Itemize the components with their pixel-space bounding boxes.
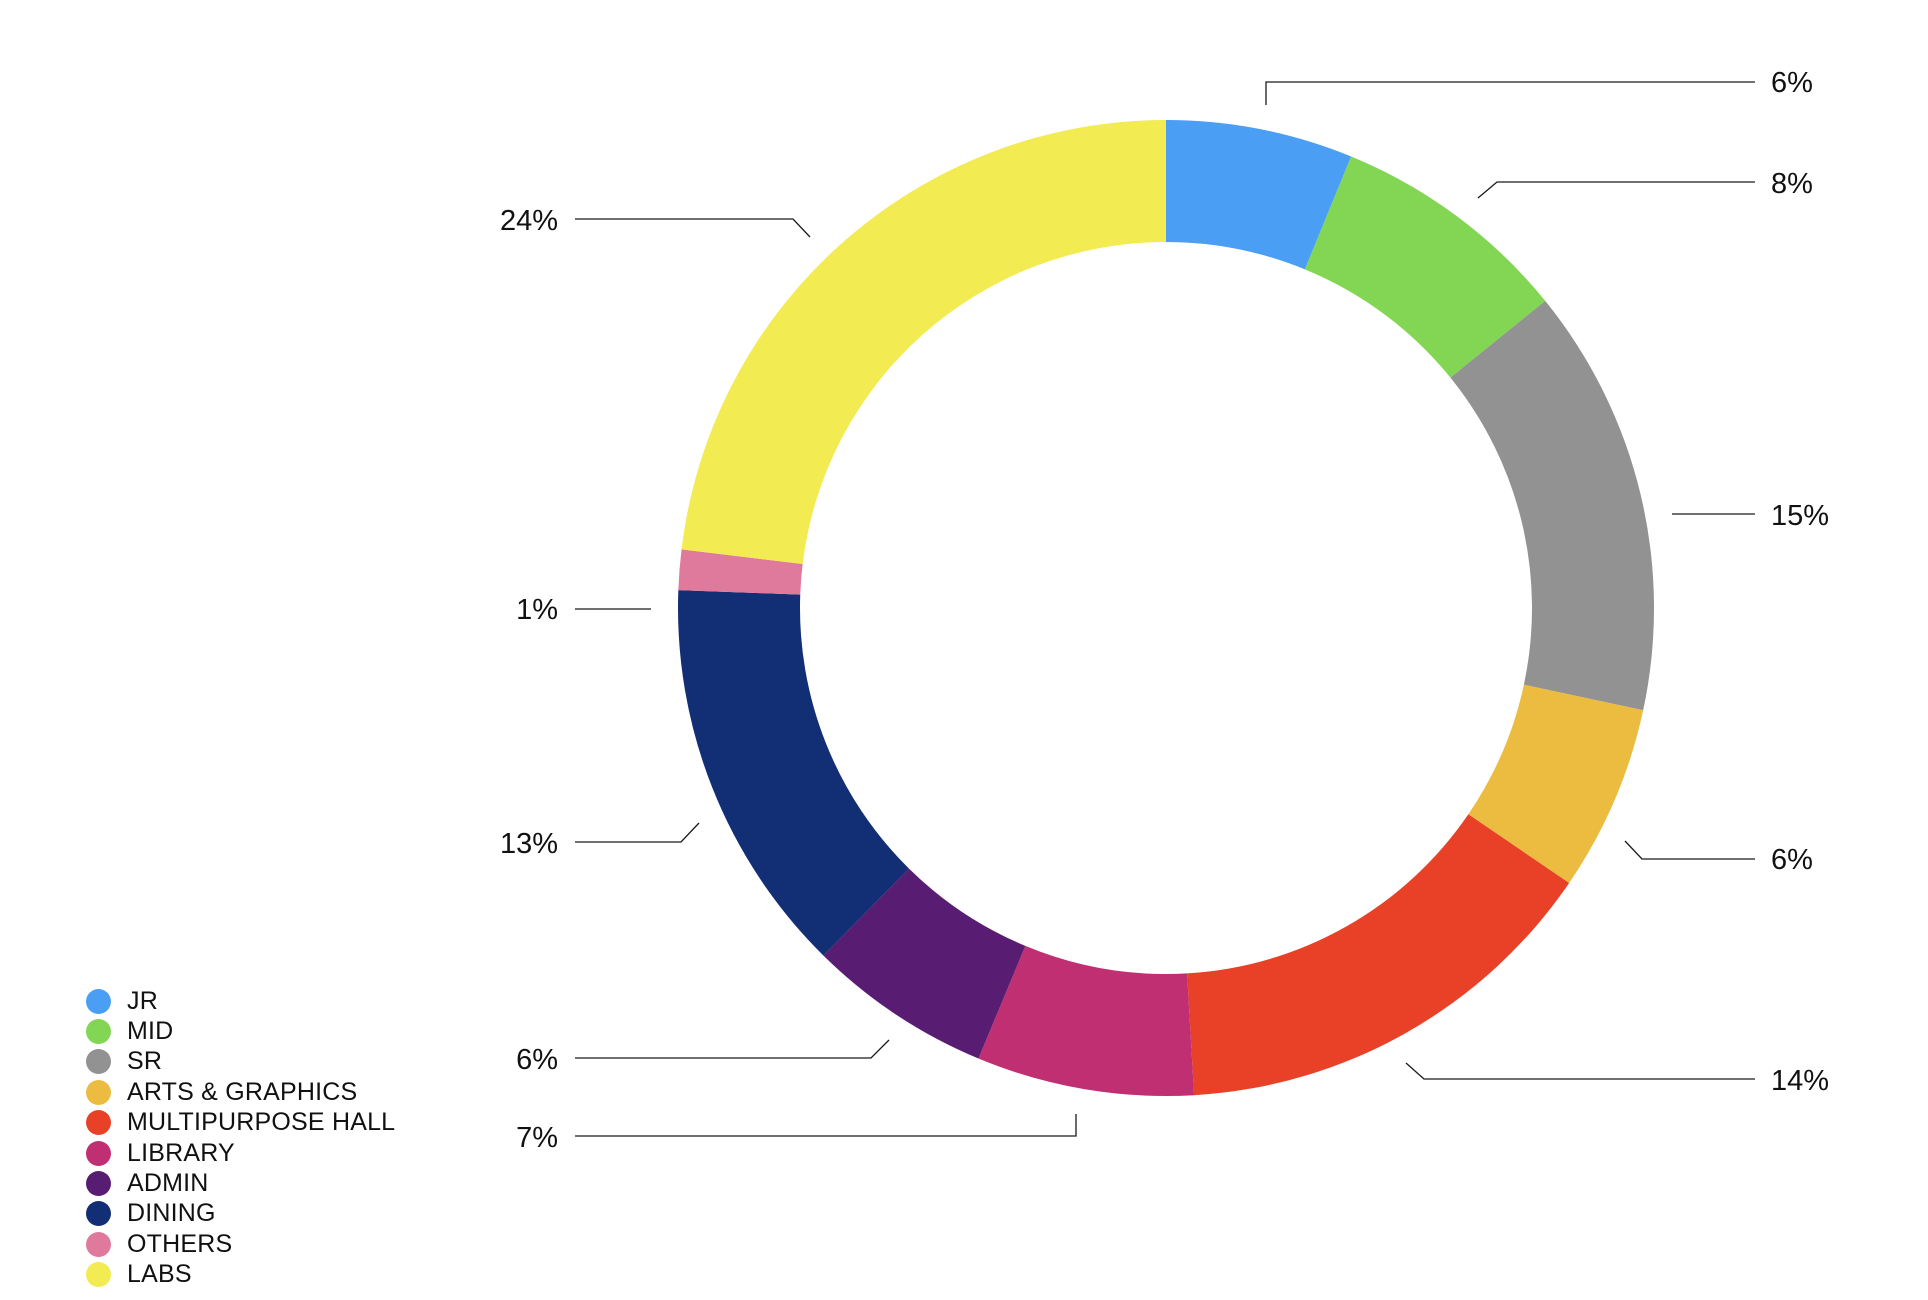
value-label-sr: 15% xyxy=(1771,500,1829,532)
value-label-arts-and-graphics: 6% xyxy=(1771,844,1813,876)
value-label-labs: 24% xyxy=(500,205,558,237)
legend-item-library: LIBRARY xyxy=(86,1138,395,1168)
value-label-mid: 8% xyxy=(1771,168,1813,200)
legend-label-arts-and-graphics: ARTS & GRAPHICS xyxy=(127,1077,358,1106)
slice-library xyxy=(978,945,1195,1096)
legend-label-others: OTHERS xyxy=(127,1229,233,1258)
slice-dining xyxy=(678,590,910,956)
legend-label-dining: DINING xyxy=(127,1199,216,1228)
legend-swatch-jr xyxy=(86,988,111,1014)
slice-others xyxy=(678,549,803,595)
legend-item-others: OTHERS xyxy=(86,1229,395,1259)
legend-item-dining: DINING xyxy=(86,1199,395,1229)
legend-label-admin: ADMIN xyxy=(127,1169,209,1198)
legend-item-multipurpose-hall: MULTIPURPOSE HALL xyxy=(86,1108,395,1138)
legend-item-jr: JR xyxy=(86,986,395,1016)
value-label-admin: 6% xyxy=(516,1044,558,1076)
leader-line-mid xyxy=(1477,181,1755,199)
value-label-others: 1% xyxy=(516,594,558,626)
chart-legend: JR MID SR ARTS & GRAPHICS MULTIPURPOSE HALL L… xyxy=(86,986,395,1290)
legend-swatch-library xyxy=(86,1140,111,1166)
slice-labs xyxy=(681,120,1166,565)
legend-label-labs: LABS xyxy=(127,1260,192,1289)
slice-mid xyxy=(1304,156,1546,378)
leader-line-jr xyxy=(1265,81,1755,105)
value-label-library: 7% xyxy=(516,1122,558,1154)
legend-item-mid: MID xyxy=(86,1016,395,1046)
leader-line-multipurpose-hall xyxy=(1405,1062,1755,1080)
leader-line-admin xyxy=(575,1039,890,1059)
legend-label-mid: MID xyxy=(127,1017,174,1046)
legend-swatch-multipurpose-hall xyxy=(86,1110,111,1136)
legend-swatch-admin xyxy=(86,1171,111,1197)
value-label-dining: 13% xyxy=(500,828,558,860)
legend-swatch-mid xyxy=(86,1019,111,1045)
legend-label-jr: JR xyxy=(127,986,158,1015)
value-label-multipurpose-hall: 14% xyxy=(1771,1065,1829,1097)
legend-swatch-others xyxy=(86,1231,111,1257)
legend-item-labs: LABS xyxy=(86,1260,395,1290)
legend-swatch-dining xyxy=(86,1201,111,1227)
leader-line-library xyxy=(575,1114,1077,1137)
legend-item-sr: SR xyxy=(86,1047,395,1077)
legend-swatch-arts-and-graphics xyxy=(86,1079,111,1105)
legend-label-multipurpose-hall: MULTIPURPOSE HALL xyxy=(127,1108,396,1137)
slice-arts-and-graphics xyxy=(1468,684,1644,884)
legend-swatch-labs xyxy=(86,1262,111,1288)
legend-label-library: LIBRARY xyxy=(127,1138,235,1167)
slice-sr xyxy=(1450,300,1654,711)
slice-jr xyxy=(1166,120,1352,270)
leader-line-arts-and-graphics xyxy=(1624,840,1755,860)
value-label-jr: 6% xyxy=(1771,67,1813,99)
slice-admin xyxy=(823,868,1026,1059)
legend-item-arts-and-graphics: ARTS & GRAPHICS xyxy=(86,1077,395,1107)
leader-line-labs xyxy=(575,218,811,238)
legend-swatch-sr xyxy=(86,1049,111,1075)
slice-multipurpose-hall xyxy=(1187,814,1570,1096)
legend-item-admin: ADMIN xyxy=(86,1168,395,1198)
leader-line-dining xyxy=(575,822,700,843)
legend-label-sr: SR xyxy=(127,1047,163,1076)
